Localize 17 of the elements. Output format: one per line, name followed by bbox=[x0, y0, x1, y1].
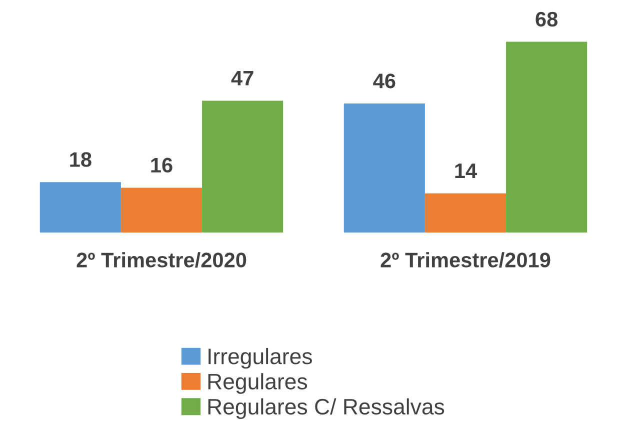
data-label: 68 bbox=[536, 12, 558, 27]
bar bbox=[40, 182, 121, 233]
legend-label: Regulares C/ Ressalvas bbox=[208, 398, 444, 419]
bar bbox=[120, 188, 202, 233]
data-label: 14 bbox=[455, 164, 477, 178]
bar bbox=[506, 42, 588, 233]
data-label: 47 bbox=[231, 70, 254, 86]
data-label: 18 bbox=[70, 152, 92, 167]
bar bbox=[424, 193, 506, 233]
x-tick-label: 2º Trimestre/2019 bbox=[380, 252, 550, 268]
data-label: 16 bbox=[151, 158, 172, 173]
data-label: 46 bbox=[373, 74, 396, 88]
legend-label: Regulares bbox=[208, 373, 308, 394]
x-tick-label: 2º Trimestre/2020 bbox=[76, 252, 246, 268]
legend-label: Irregulares bbox=[208, 348, 312, 369]
bar bbox=[344, 104, 425, 233]
bar bbox=[202, 100, 284, 233]
